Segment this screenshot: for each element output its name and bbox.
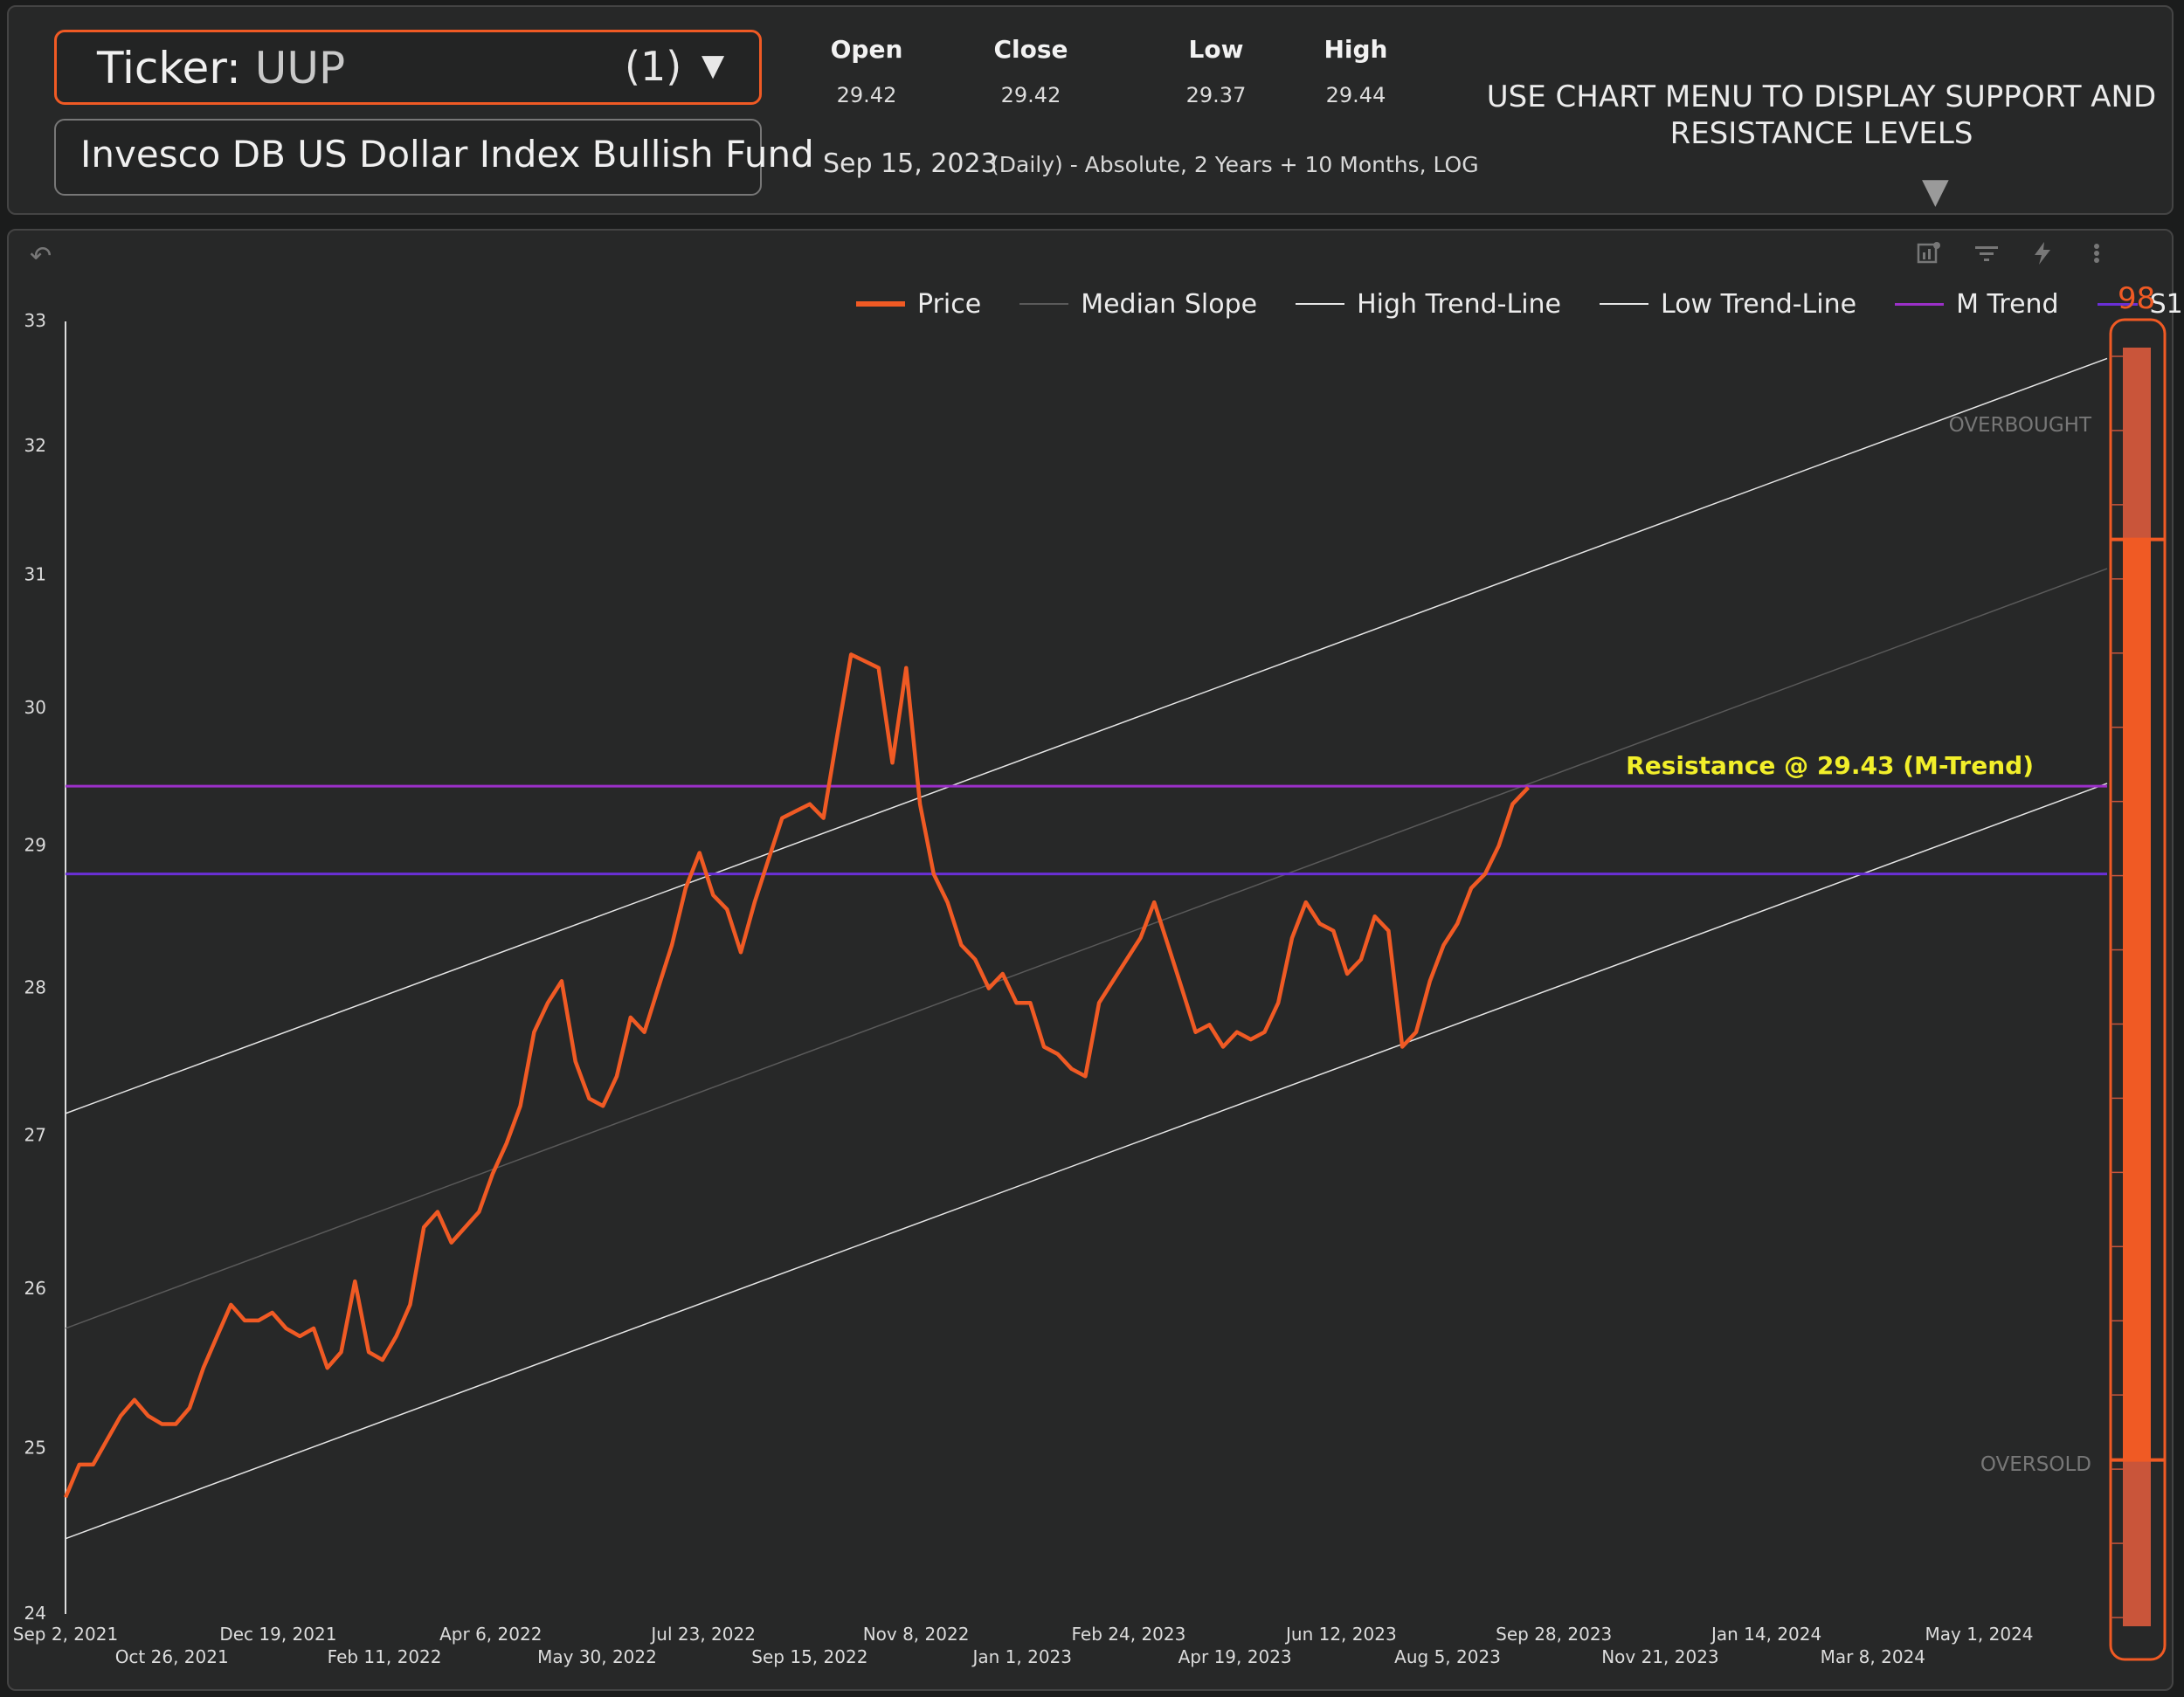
y-tick-label-32: 32 [24,435,46,456]
y-tick-label-28: 28 [24,977,46,998]
legend-label-median-slope: Median Slope [1081,288,1258,320]
legend-item-price[interactable]: Price [856,289,981,320]
ticker-label: Ticker: UUP [97,43,346,93]
x-tick-label-10: Feb 24, 2023 [1072,1624,1186,1645]
legend-label-price: Price [917,288,982,320]
y-tick-label-33: 33 [24,310,46,331]
stat-open: Open 29.42 [805,35,928,107]
overbought-label: OVERBOUGHT [1949,414,2092,437]
chart-menu-notice: USE CHART MENU TO DISPLAY SUPPORT AND RE… [1486,79,2157,151]
more-vert-icon[interactable] [2088,239,2105,274]
header-panel: Ticker: UUP (1) ▼ Invesco DB US Dollar I… [7,5,2174,215]
lightning-icon[interactable] [2028,239,2056,274]
x-tick-label-18: May 1, 2024 [1925,1624,2033,1645]
x-tick-label-1: Oct 26, 2021 [115,1646,229,1667]
chart-legend: Price Median Slope High Trend-Line Low T… [856,278,2183,330]
median-slope-line [65,568,2108,1329]
as-of-date: Sep 15, 2023 [823,148,998,179]
legend-swatch-low-trend [1600,303,1649,305]
x-tick-label-5: May 30, 2022 [537,1646,657,1667]
legend-page-number[interactable]: 98 [2118,281,2156,316]
legend-item-s1[interactable]: S1 [2097,288,2183,320]
legend-item-median-slope[interactable]: Median Slope [1019,289,1257,320]
legend-swatch-high-trend [1296,303,1345,305]
chevron-down-icon[interactable]: ▼ [702,48,725,83]
x-tick-label-13: Aug 5, 2023 [1394,1646,1501,1667]
gauge-fill [2123,539,2151,1460]
x-tick-label-7: Sep 15, 2022 [751,1646,867,1667]
x-tick-label-6: Jul 23, 2022 [649,1624,756,1645]
legend-swatch-m-trend [1895,302,1945,306]
x-tick-label-8: Nov 8, 2022 [863,1624,970,1645]
stat-close: Close 29.42 [970,35,1092,107]
stat-open-value: 29.42 [836,83,897,107]
oscillator-gauge [2109,318,2167,1661]
x-tick-label-14: Sep 28, 2023 [1496,1624,1612,1645]
fund-name-box: Invesco DB US Dollar Index Bullish Fund [54,119,814,196]
x-tick-label-17: Mar 8, 2024 [1821,1646,1925,1667]
chart-settings-icon[interactable] [1915,239,1943,274]
y-tick-label-29: 29 [24,835,46,856]
x-tick-label-3: Feb 11, 2022 [328,1646,442,1667]
stat-open-label: Open [830,35,903,64]
down-triangle-icon: ▼ [1922,171,1949,211]
period-description: (Daily) - Absolute, 2 Years + 10 Months,… [991,152,1479,177]
y-tick-label-27: 27 [24,1125,46,1146]
y-tick-label-26: 26 [24,1278,46,1299]
filter-icon[interactable] [1973,239,2001,274]
legend-item-m-trend[interactable]: M Trend [1895,289,2059,320]
legend-swatch-s1 [2097,302,2138,306]
stat-low-value: 29.37 [1185,83,1247,107]
legend-label-high-trend: High Trend-Line [1357,288,1562,320]
x-tick-label-4: Apr 6, 2022 [439,1624,542,1645]
legend-swatch-price [856,301,905,307]
y-tick-label-30: 30 [24,697,46,718]
resistance-annotation: Resistance @ 29.43 (M-Trend) [1626,751,2034,780]
stat-high-label: High [1324,35,1388,64]
legend-label-m-trend: M Trend [1956,288,2059,320]
y-tick-label-24: 24 [24,1603,46,1624]
x-tick-label-0: Sep 2, 2021 [13,1624,118,1645]
legend-item-low-trend[interactable]: Low Trend-Line [1600,289,1856,320]
fund-name: Invesco DB US Dollar Index Bullish Fund [80,133,814,176]
stat-high: High 29.44 [1295,35,1417,107]
x-tick-label-12: Jun 12, 2023 [1284,1624,1397,1645]
legend-swatch-median-slope [1019,303,1069,305]
ticker-select[interactable]: Ticker: UUP (1) ▼ [54,30,762,105]
x-tick-label-16: Jan 14, 2024 [1710,1624,1821,1645]
stat-low: Low 29.37 [1155,35,1277,107]
stat-low-label: Low [1188,35,1244,64]
stat-close-value: 29.42 [1000,83,1061,107]
x-tick-label-2: Dec 19, 2021 [219,1624,336,1645]
stat-close-label: Close [993,35,1068,64]
legend-label-s1: S1 [2149,288,2183,320]
y-tick-label-31: 31 [24,564,46,585]
low-trend-line [65,783,2108,1540]
undo-icon[interactable]: ↶ [30,241,52,272]
x-tick-label-15: Nov 21, 2023 [1601,1646,1718,1667]
x-tick-label-9: Jan 1, 2023 [971,1646,1072,1667]
chart-panel [7,229,2174,1691]
ticker-value: UUP [254,43,346,93]
stat-high-value: 29.44 [1325,83,1386,107]
oversold-label: OVERSOLD [1980,1453,2091,1476]
high-trend-line [65,357,2108,1114]
legend-label-low-trend: Low Trend-Line [1661,288,1857,320]
price-line [63,652,1531,1499]
y-tick-label-25: 25 [24,1437,46,1458]
legend-item-high-trend[interactable]: High Trend-Line [1296,289,1561,320]
ticker-count: (1) [625,43,682,90]
x-tick-label-11: Apr 19, 2023 [1178,1646,1292,1667]
